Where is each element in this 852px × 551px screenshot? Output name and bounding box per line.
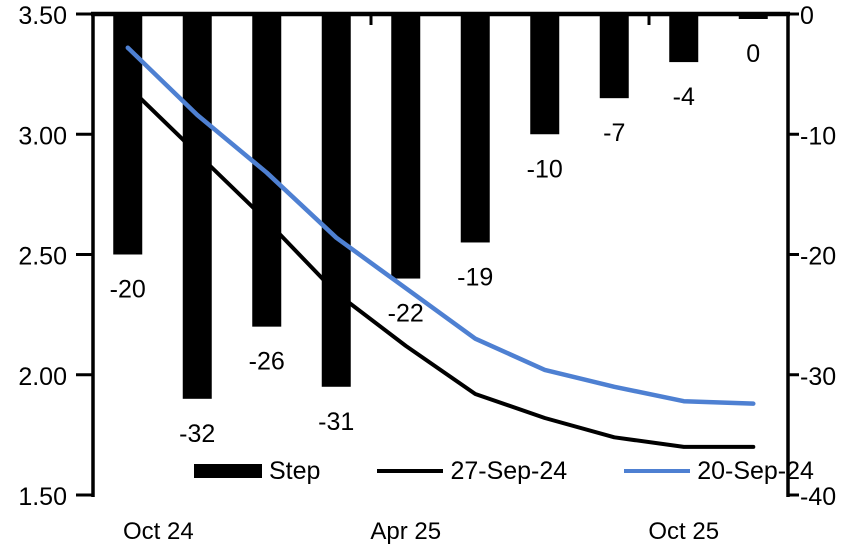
step-bar-swatch-icon: [194, 464, 262, 478]
step-bar: [599, 12, 629, 99]
right-axis-tick-label: -20: [800, 243, 836, 271]
step-bar: [321, 12, 351, 387]
legend-label-20-sep-24: 20-Sep-24: [697, 456, 814, 485]
legend-item-20-sep-24: 20-Sep-24: [624, 457, 814, 486]
step-bar: [113, 12, 143, 255]
bar-data-label: -32: [179, 420, 215, 448]
black-line-swatch-icon: [377, 469, 444, 473]
bar-data-label: -7: [603, 119, 625, 147]
step-bar: [530, 12, 560, 135]
x-axis-label: Apr 25: [370, 518, 441, 545]
right-axis-tick-label: -10: [800, 122, 836, 150]
legend-item-27-sep-24: 27-Sep-24: [377, 457, 567, 486]
legend-label-27-sep-24: 27-Sep-24: [450, 456, 568, 485]
right-axis-tick-label: -40: [800, 483, 836, 511]
blue-line-swatch-icon: [624, 469, 691, 473]
step-bar: [391, 12, 421, 279]
line-series-27-sep-24: [125, 84, 756, 449]
bar-data-label: -26: [249, 348, 285, 376]
left-axis-tick-label: 2.00: [18, 363, 67, 391]
bar-data-label: -19: [457, 263, 493, 291]
step-bar: [182, 12, 212, 399]
line-series-20-sep-24: [125, 45, 756, 406]
legend: Step 27-Sep-24 20-Sep-24: [194, 456, 814, 486]
right-axis-tick-label: 0: [800, 2, 814, 30]
step-bar: [252, 12, 282, 327]
step-bar: [460, 12, 490, 243]
legend-label-step: Step: [269, 456, 321, 485]
bar-data-label: -4: [673, 83, 695, 111]
step-bar: [669, 12, 699, 63]
left-axis-tick-label: 2.50: [18, 243, 67, 271]
legend-item-step: Step: [194, 457, 320, 486]
bar-data-label: -22: [388, 300, 424, 328]
bar-data-label: -10: [527, 155, 563, 183]
x-axis-label: Oct 25: [648, 518, 719, 545]
bar-data-label: -20: [110, 276, 146, 304]
right-axis-tick-label: -30: [800, 363, 836, 391]
bar-data-label: -31: [318, 408, 354, 436]
left-axis-tick-label: 1.50: [18, 483, 67, 511]
bar-data-label: 0: [746, 40, 760, 68]
left-axis-tick-label: 3.00: [18, 122, 67, 150]
left-axis-tick-label: 3.50: [18, 2, 67, 30]
x-axis-label: Oct 24: [123, 518, 194, 545]
